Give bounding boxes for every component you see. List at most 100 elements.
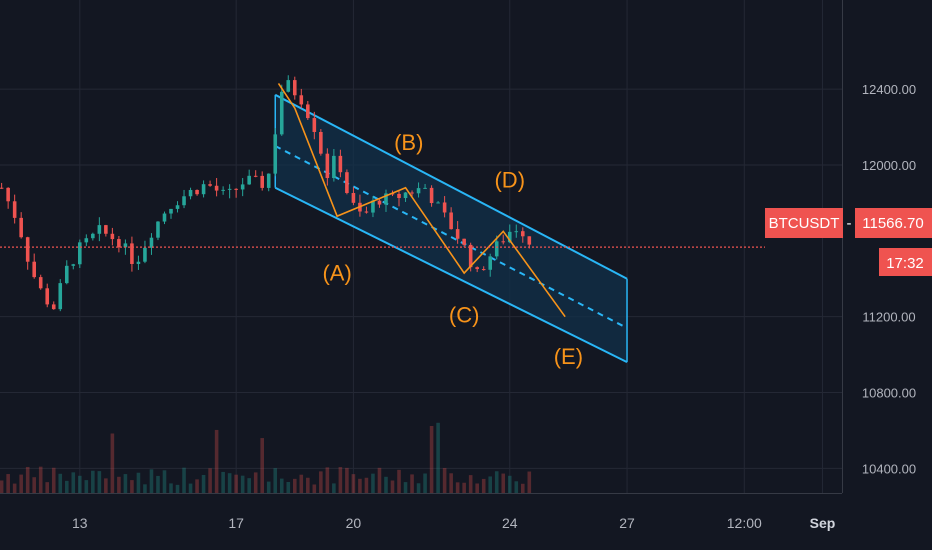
volume-bar: [390, 480, 395, 493]
volume-bar: [488, 476, 493, 493]
candle-body: [195, 189, 199, 195]
time-tick-label: 13: [72, 515, 88, 531]
candle-body: [371, 200, 375, 213]
volume-bar: [12, 483, 17, 493]
candle-body: [156, 221, 160, 238]
candle-body: [188, 189, 193, 197]
candle-body: [6, 187, 10, 202]
candle-body: [110, 233, 115, 240]
wave-label: (C): [449, 302, 480, 327]
time-tick-label: 27: [619, 515, 635, 531]
volume-bar: [514, 481, 519, 493]
channel-lower-line[interactable]: [274, 186, 628, 364]
volume-bar: [299, 474, 304, 493]
candle-body: [468, 244, 473, 268]
candle-body: [221, 189, 225, 191]
candle-body: [345, 172, 349, 193]
volume-bar: [0, 480, 4, 493]
candle-body: [91, 233, 95, 239]
volume-bar: [64, 480, 69, 493]
candle-body: [136, 261, 141, 264]
candle-body: [58, 283, 63, 310]
volume-bar: [130, 480, 134, 493]
candle-body: [527, 236, 532, 245]
candle-body: [12, 201, 17, 218]
candle-body: [423, 187, 427, 189]
candle-body: [442, 202, 447, 213]
candle-body: [208, 184, 212, 186]
candle-body: [475, 267, 479, 270]
volume-bar: [234, 474, 238, 493]
candle-body: [292, 80, 297, 96]
price-tick-label: 12400.00: [862, 82, 916, 97]
volume-bar: [462, 482, 466, 493]
price-axis[interactable]: 12400.00 12000.00 11200.00 10800.00 10400.00: [842, 0, 917, 493]
volume-bar: [156, 475, 160, 493]
candle-body: [175, 205, 180, 209]
volume-bar: [494, 471, 499, 493]
volume-bar: [123, 474, 128, 493]
candle-body: [338, 155, 343, 173]
volume-bar: [32, 477, 36, 493]
volume-bar: [91, 470, 95, 493]
volume-bar: [410, 474, 414, 493]
volume-bar: [169, 483, 173, 493]
candle-body: [117, 239, 121, 248]
candle-body: [104, 225, 108, 234]
candle-body: [78, 242, 82, 265]
candle-body: [25, 237, 30, 262]
candle-body: [279, 91, 284, 135]
volume-bar: [240, 475, 245, 493]
candle-body: [247, 175, 251, 185]
volume-bar: [266, 481, 271, 493]
candle-body: [51, 304, 56, 310]
candle-body: [201, 184, 206, 195]
volume-bar: [371, 473, 375, 493]
volume-bar: [175, 484, 180, 493]
countdown-badge-bg: [879, 248, 932, 276]
volume-bar: [58, 473, 63, 493]
volume-bar: [351, 474, 356, 493]
volume-bar: [188, 483, 193, 493]
elliott-wave-labels: (A) (B) (C) (D) (E): [322, 130, 583, 369]
volume-bar: [449, 473, 453, 493]
volume-bar: [25, 466, 30, 493]
candle-body: [240, 184, 245, 190]
candle-body: [501, 241, 506, 243]
volume-bar: [455, 482, 460, 493]
candle-body: [38, 277, 43, 289]
candle-body: [182, 196, 186, 206]
candle-body: [162, 213, 167, 222]
candle-body: [416, 188, 421, 194]
candle-body: [520, 231, 525, 237]
candle-body: [462, 238, 466, 245]
price-tick-label: 10800.00: [862, 386, 916, 401]
candle-body: [507, 231, 512, 243]
time-axis[interactable]: 13 17 20 24 27 12:00 Sep: [0, 493, 842, 532]
volume-bar: [338, 467, 343, 493]
channel-upper-line[interactable]: [274, 93, 628, 280]
volume-bar: [208, 468, 212, 493]
elliott-wave-lines[interactable]: [277, 82, 566, 318]
volume-bar: [345, 467, 349, 493]
candle-body: [0, 187, 4, 189]
volume-bar: [429, 425, 434, 493]
volume-bar: [358, 478, 362, 493]
volume-bars: [0, 422, 532, 493]
candle-body: [266, 173, 271, 188]
price-badge: 11566.70: [855, 208, 932, 238]
symbol-separator: -: [847, 215, 852, 232]
wave-label: (E): [554, 344, 583, 369]
candle-body: [351, 192, 356, 203]
volume-bar: [195, 479, 199, 493]
volume-bar: [136, 472, 141, 493]
candle-body: [325, 153, 330, 179]
volume-bar: [253, 472, 258, 493]
candle-body: [169, 208, 173, 214]
candle-body: [19, 217, 23, 238]
volume-bar: [97, 471, 102, 493]
candle-body: [253, 175, 258, 177]
candle-body: [494, 241, 499, 257]
wave-path[interactable]: [277, 82, 566, 318]
